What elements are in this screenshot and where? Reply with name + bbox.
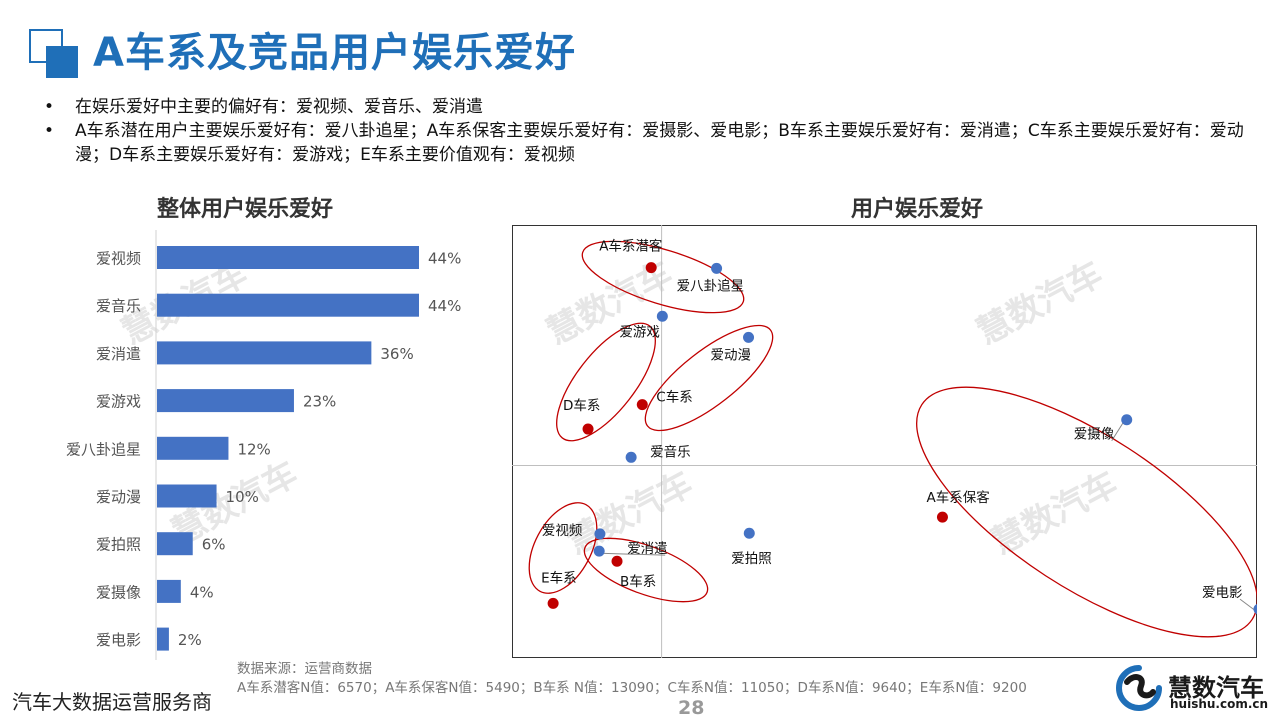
bullet-marker: • xyxy=(44,97,55,117)
page-number: 28 xyxy=(678,697,705,719)
cluster-ellipse xyxy=(556,322,656,442)
point-label: A车系潜客 xyxy=(599,238,663,255)
bar-value-label: 23% xyxy=(303,393,336,411)
page-title: A车系及竞品用户娱乐爱好 xyxy=(93,30,576,76)
cluster-ellipse xyxy=(916,386,1257,638)
footnote: 数据来源：运营商数据 A车系潜客N值：6570；A车系保客N值：5490；B车系… xyxy=(237,660,1027,698)
hobby-point xyxy=(743,331,755,343)
bar xyxy=(157,532,193,556)
bar xyxy=(157,389,294,413)
bullet-item: • 在娱乐爱好中主要的偏好有：爱视频、爱音乐、爱消遣 xyxy=(44,95,1274,119)
bullet-marker: • xyxy=(44,121,55,141)
hobby-point xyxy=(743,527,755,539)
bar-value-label: 44% xyxy=(428,297,461,315)
car-series-point xyxy=(582,423,594,435)
bar-value-label: 36% xyxy=(380,345,413,363)
hobby-point xyxy=(1253,603,1257,615)
bar-value-label: 12% xyxy=(237,440,270,458)
point-label: 爱音乐 xyxy=(650,443,691,460)
point-label: 爱视频 xyxy=(542,523,583,539)
cluster-ellipse xyxy=(644,324,774,432)
point-label: B车系 xyxy=(620,573,656,590)
hobby-point xyxy=(656,310,668,322)
point-label: C车系 xyxy=(656,389,692,406)
hobby-point xyxy=(711,262,723,274)
bar-category-label: 爱八卦追星 xyxy=(66,440,141,458)
brand-logo-icon xyxy=(1116,665,1162,711)
bar-value-label: 6% xyxy=(202,536,226,554)
bar-value-label: 4% xyxy=(190,583,214,601)
label-leader-line xyxy=(1111,421,1125,441)
bar-value-label: 10% xyxy=(226,488,259,506)
hobby-point xyxy=(1121,414,1133,426)
hobby-point xyxy=(594,528,606,540)
bar-category-label: 爱摄像 xyxy=(96,583,141,601)
bar xyxy=(157,436,229,460)
point-label: 爱消遣 xyxy=(627,541,668,557)
footer-company-tagline: 汽车大数据运营服务商 xyxy=(12,690,212,714)
point-label: 爱游戏 xyxy=(619,324,660,340)
header-decoration-square xyxy=(46,46,78,78)
footnote-sample-sizes: A车系潜客N值：6570；A车系保客N值：5490；B车系 N值：13090；C… xyxy=(237,680,1027,696)
car-series-point xyxy=(936,511,948,523)
bullet-list: • 在娱乐爱好中主要的偏好有：爱视频、爱音乐、爱消遣 • A车系潜在用户主要娱乐… xyxy=(44,95,1274,167)
scatter-chart-title: 用户娱乐爱好 xyxy=(851,197,984,222)
bullet-text: A车系潜在用户主要娱乐爱好有：爱八卦追星；A车系保客主要娱乐爱好有：爱摄影、爱电… xyxy=(75,121,1244,165)
bar-category-label: 爱游戏 xyxy=(96,393,141,411)
hobby-point xyxy=(593,545,605,557)
point-label: E车系 xyxy=(541,569,577,586)
bar xyxy=(157,579,181,603)
bar xyxy=(157,341,372,365)
bar xyxy=(157,484,217,508)
bullet-text: 在娱乐爱好中主要的偏好有：爱视频、爱音乐、爱消遣 xyxy=(75,97,483,117)
bar xyxy=(157,293,419,317)
brand-name: 慧数汽车 xyxy=(1168,674,1264,702)
car-series-point xyxy=(611,555,623,567)
cluster-ellipse xyxy=(581,240,745,314)
bar xyxy=(157,627,169,651)
car-series-point xyxy=(645,262,657,274)
bullet-item: • A车系潜在用户主要娱乐爱好有：爱八卦追星；A车系保客主要娱乐爱好有：爱摄影、… xyxy=(44,119,1274,167)
bar-chart-title: 整体用户娱乐爱好 xyxy=(157,197,334,222)
brand-url: huishu.com.cn xyxy=(1170,697,1269,711)
label-leader-line xyxy=(1239,598,1257,612)
bar-category-label: 爱动漫 xyxy=(96,488,141,506)
scatter-plot-frame xyxy=(512,225,1257,658)
bar-value-label: 2% xyxy=(178,631,202,649)
footnote-source: 数据来源：运营商数据 xyxy=(237,661,372,677)
point-label: 爱拍照 xyxy=(731,551,772,567)
bar-category-label: 爱拍照 xyxy=(96,536,141,554)
bar xyxy=(157,246,419,269)
bar-category-label: 爱电影 xyxy=(96,631,141,649)
cluster-ellipse xyxy=(583,537,709,603)
car-series-point xyxy=(547,597,559,609)
car-series-point xyxy=(636,399,648,411)
hobby-point xyxy=(625,451,637,463)
point-label: A车系保客 xyxy=(926,489,990,506)
bar-category-label: 爱视频 xyxy=(96,250,141,268)
point-label: 爱摄像 xyxy=(1074,427,1115,443)
point-label: D车系 xyxy=(563,397,600,414)
point-label: 爱动漫 xyxy=(711,347,752,363)
label-leader-line xyxy=(596,552,666,556)
bar-chart: 爱视频 44% 爱音乐 44% 爱消遣 36% 爱游戏 23% 爱八卦追星 12% 爱动漫 10% 爱拍… xyxy=(66,230,461,660)
point-label: 爱八卦追星 xyxy=(677,278,745,294)
bar-value-label: 44% xyxy=(428,250,461,268)
bar-category-label: 爱消遣 xyxy=(96,345,141,363)
point-label: 爱电影 xyxy=(1202,585,1243,601)
bar-category-label: 爱音乐 xyxy=(96,297,141,315)
